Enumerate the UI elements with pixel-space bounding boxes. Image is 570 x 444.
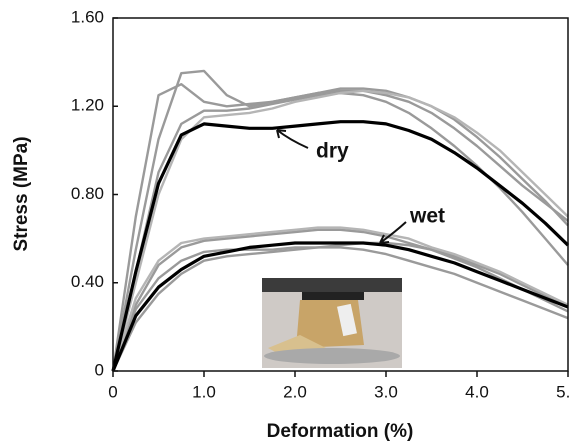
y-axis-title: Stress (MPa) — [11, 136, 32, 251]
x-tick-label: 4.0 — [465, 382, 489, 401]
photo-plate — [302, 292, 364, 300]
y-tick-label: 0 — [95, 360, 104, 379]
y-tick-label: 0.80 — [71, 184, 104, 203]
x-axis-title: Deformation (%) — [267, 421, 414, 442]
photo-press — [262, 278, 402, 292]
y-tick-label: 0.40 — [71, 272, 104, 291]
y-tick-label: 1.20 — [71, 96, 104, 115]
x-tick-label: 0 — [108, 382, 117, 401]
photo-base — [264, 348, 400, 364]
inset-photo — [262, 278, 402, 368]
x-tick-label: 5.0 — [556, 382, 570, 401]
background — [0, 0, 570, 444]
x-tick-label: 2.0 — [283, 382, 307, 401]
x-tick-label: 1.0 — [192, 382, 216, 401]
annotation-dry: dry — [316, 140, 349, 163]
x-tick-label: 3.0 — [374, 382, 398, 401]
annotation-wet: wet — [409, 205, 445, 228]
chart: Deformation (%) Stress (MPa) dry wet 0 0.… — [0, 0, 570, 444]
y-tick-label: 1.60 — [71, 7, 104, 26]
